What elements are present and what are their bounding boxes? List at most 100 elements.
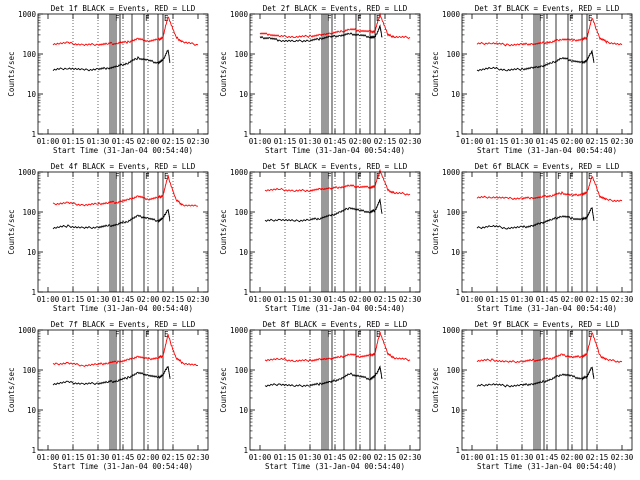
x-tick-label: 01:45 xyxy=(536,295,559,304)
x-tick-label: 01:30 xyxy=(87,295,110,304)
x-tick-label: 01:30 xyxy=(511,453,534,462)
x-tick-label: 01:00 xyxy=(249,295,272,304)
panel-title: Det 3f BLACK = Events, RED = LLD xyxy=(475,4,620,13)
panel-title: Det 7f BLACK = Events, RED = LLD xyxy=(51,320,196,329)
x-tick-label: 01:45 xyxy=(536,453,559,462)
event-rate-series xyxy=(52,366,171,386)
x-tick-label: 02:15 xyxy=(374,453,397,462)
x-tick-label: 02:30 xyxy=(187,295,210,304)
event-rate-series xyxy=(264,198,383,223)
x-tick-label: 01:30 xyxy=(87,453,110,462)
event-marker-label: E xyxy=(588,14,593,23)
y-axis-title: Counts/sec xyxy=(219,51,228,96)
event-marker-label: F xyxy=(115,14,120,23)
x-tick-label: 01:00 xyxy=(461,453,484,462)
x-tick-label: 01:15 xyxy=(62,137,85,146)
y-tick-label: 100 xyxy=(234,50,248,59)
event-marker-label: E xyxy=(164,330,169,339)
x-tick-label: 01:30 xyxy=(87,137,110,146)
lld-rate-series xyxy=(476,17,623,47)
y-tick-label: 1000 xyxy=(442,326,461,335)
x-tick-label: 02:30 xyxy=(399,453,422,462)
y-tick-label: 10 xyxy=(451,90,461,99)
panel-title: Det 5f BLACK = Events, RED = LLD xyxy=(263,162,408,171)
y-tick-label: 1000 xyxy=(230,326,249,335)
y-tick-label: 1000 xyxy=(18,326,37,335)
event-marker-label: E xyxy=(376,330,381,339)
event-rate-series xyxy=(476,366,595,388)
x-axis-title: Start Time (31-Jan-04 00:54:40) xyxy=(477,304,617,313)
event-marker-label: E xyxy=(588,330,593,339)
x-tick-label: 01:45 xyxy=(112,295,135,304)
event-marker-label: F xyxy=(539,330,544,339)
y-tick-label: 10 xyxy=(239,248,249,257)
x-tick-label: 02:00 xyxy=(137,453,160,462)
x-tick-label: 01:15 xyxy=(486,295,509,304)
y-tick-label: 1000 xyxy=(18,168,37,177)
y-axis-title: Counts/sec xyxy=(431,367,440,412)
x-tick-label: 02:00 xyxy=(349,137,372,146)
y-tick-label: 1 xyxy=(455,446,460,455)
x-tick-label: 02:30 xyxy=(187,137,210,146)
y-axis-title: Counts/sec xyxy=(7,367,16,412)
x-axis-title: Start Time (31-Jan-04 00:54:40) xyxy=(477,146,617,155)
event-marker-label: F xyxy=(539,14,544,23)
y-tick-label: 1000 xyxy=(230,10,249,19)
y-tick-label: 1000 xyxy=(230,168,249,177)
event-rate-series xyxy=(52,49,171,72)
lld-rate-series xyxy=(52,174,199,207)
event-marker-label: F xyxy=(327,330,332,339)
event-marker-label: F xyxy=(557,172,562,181)
event-marker-label: E xyxy=(588,172,593,181)
lld-rate-series xyxy=(476,175,623,203)
x-axis-title: Start Time (31-Jan-04 00:54:40) xyxy=(265,462,405,471)
y-tick-label: 1 xyxy=(31,288,36,297)
y-axis-title: Counts/sec xyxy=(7,51,16,96)
x-tick-label: 02:00 xyxy=(349,453,372,462)
x-tick-label: 02:30 xyxy=(399,295,422,304)
x-tick-label: 02:15 xyxy=(162,453,185,462)
event-rate-series xyxy=(259,24,383,43)
y-tick-label: 100 xyxy=(22,366,36,375)
lld-rate-series xyxy=(264,168,411,196)
x-tick-label: 01:45 xyxy=(324,453,347,462)
x-tick-label: 01:00 xyxy=(461,137,484,146)
panel-title: Det 1f BLACK = Events, RED = LLD xyxy=(51,4,196,13)
x-tick-label: 02:15 xyxy=(162,137,185,146)
lld-rate-series xyxy=(476,331,623,364)
panel-title: Det 6f BLACK = Events, RED = LLD xyxy=(475,162,620,171)
lld-rate-series xyxy=(52,334,199,368)
event-rate-series xyxy=(476,207,595,230)
x-tick-label: 01:15 xyxy=(274,137,297,146)
x-tick-label: 01:00 xyxy=(37,295,60,304)
x-axis-title: Start Time (31-Jan-04 00:54:40) xyxy=(477,462,617,471)
x-tick-label: 01:15 xyxy=(486,453,509,462)
y-tick-label: 10 xyxy=(27,406,37,415)
x-tick-label: 01:00 xyxy=(461,295,484,304)
event-rate-series xyxy=(52,209,171,230)
x-tick-label: 02:00 xyxy=(561,453,584,462)
x-tick-label: 02:00 xyxy=(561,137,584,146)
x-tick-label: 02:00 xyxy=(137,137,160,146)
x-tick-label: 01:45 xyxy=(112,137,135,146)
x-tick-label: 01:00 xyxy=(37,137,60,146)
x-tick-label: 02:15 xyxy=(374,295,397,304)
y-axis-title: Counts/sec xyxy=(431,51,440,96)
x-tick-label: 02:15 xyxy=(586,137,609,146)
x-tick-label: 02:30 xyxy=(611,295,634,304)
x-tick-label: 02:00 xyxy=(349,295,372,304)
x-tick-label: 02:00 xyxy=(561,295,584,304)
panel-title: Det 8f BLACK = Events, RED = LLD xyxy=(263,320,408,329)
event-marker-label: F xyxy=(539,172,544,181)
x-axis-title: Start Time (31-Jan-04 00:54:40) xyxy=(265,304,405,313)
event-marker-label: F xyxy=(357,14,362,23)
x-tick-label: 02:15 xyxy=(586,295,609,304)
y-tick-label: 10 xyxy=(451,248,461,257)
event-marker-label: F xyxy=(357,172,362,181)
y-tick-label: 100 xyxy=(446,366,460,375)
event-rate-series xyxy=(476,49,595,72)
y-tick-label: 1 xyxy=(31,446,36,455)
